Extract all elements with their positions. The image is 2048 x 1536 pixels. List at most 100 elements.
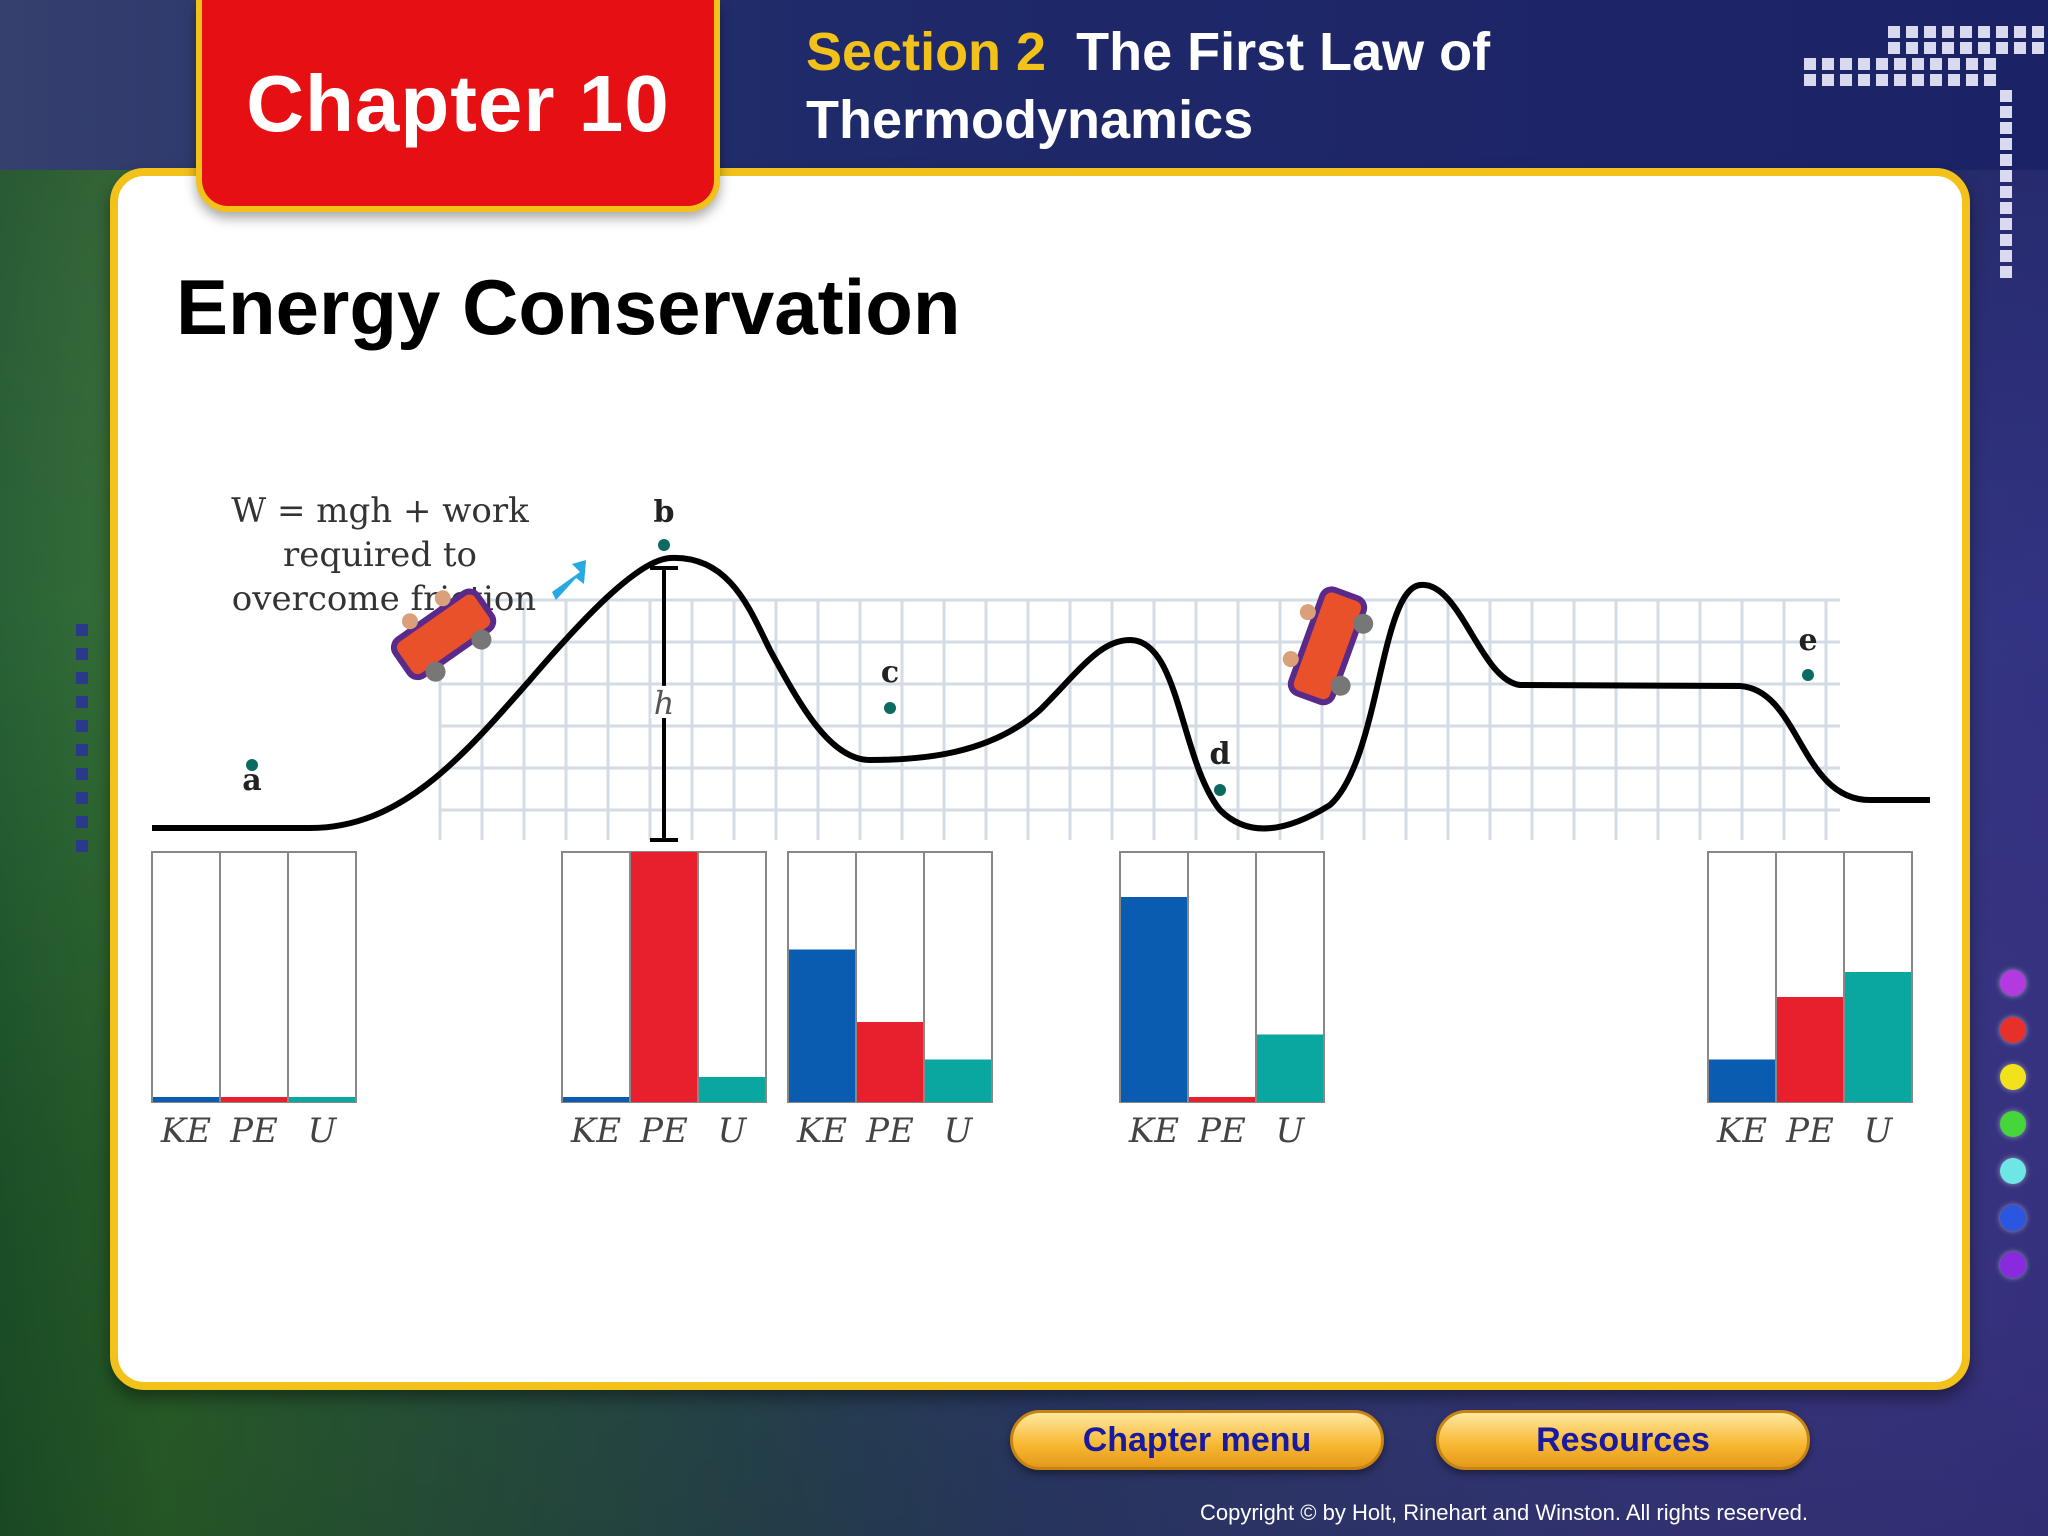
decorative-dot	[1984, 58, 1996, 70]
bar-ke-c	[789, 949, 855, 1102]
decorative-mark	[76, 624, 88, 636]
bar-group-a: KE PE U	[151, 851, 357, 1151]
decorative-dot	[1978, 42, 1990, 54]
section-title-line1: The First Law of	[1076, 22, 1491, 82]
bar-label-ke: KE	[160, 1111, 211, 1151]
decorative-dot	[1894, 58, 1906, 70]
resources-button[interactable]: Resources	[1436, 1410, 1810, 1470]
decorative-mark	[76, 792, 88, 804]
bar-label-pe: PE	[639, 1111, 688, 1151]
bar-u-e	[1845, 972, 1911, 1102]
decorative-mark	[76, 648, 88, 660]
decorative-dot	[1888, 42, 1900, 54]
point-label-e: e	[1798, 623, 1817, 658]
point-dot-c	[884, 702, 896, 714]
bar-u-c	[925, 1059, 991, 1102]
bar-u-d	[1257, 1034, 1323, 1102]
bar-pe-d	[1189, 1097, 1255, 1102]
decorative-dot	[1930, 58, 1942, 70]
bar-label-pe: PE	[1785, 1111, 1834, 1151]
decorative-dot	[2000, 170, 2012, 182]
decorative-dot	[1924, 42, 1936, 54]
decorative-dot	[1942, 26, 1954, 38]
bar-ke-e	[1709, 1059, 1775, 1102]
section-label: Section 2	[806, 22, 1047, 82]
decorative-dot	[2000, 266, 2012, 278]
decorative-mark	[76, 672, 88, 684]
color-dot	[2000, 1158, 2026, 1184]
content-card	[110, 168, 1970, 1390]
point-dot-e	[1802, 669, 1814, 681]
height-marker	[650, 566, 678, 842]
decorative-dot	[1960, 26, 1972, 38]
decorative-dot	[1906, 26, 1918, 38]
bar-group-b: KE PE U	[561, 851, 767, 1151]
decorative-mark	[76, 840, 88, 852]
bar-frame	[287, 851, 357, 1103]
color-dot	[2000, 970, 2026, 996]
bar-frame	[219, 851, 289, 1103]
color-dot	[2000, 1111, 2026, 1137]
bar-frame	[1187, 851, 1257, 1103]
bar-label-ke: KE	[570, 1111, 621, 1151]
decorative-dot	[1966, 74, 1978, 86]
bar-u-b	[699, 1077, 765, 1102]
point-markers: a b c d e	[242, 495, 1817, 798]
decorative-dot	[1858, 74, 1870, 86]
color-dot	[2000, 1064, 2026, 1090]
decorative-dot	[1822, 74, 1834, 86]
decorative-dot	[2000, 138, 2012, 150]
decorative-dot	[2000, 250, 2012, 262]
decorative-dot	[1948, 58, 1960, 70]
decorative-dot	[1804, 58, 1816, 70]
decorative-mark	[76, 720, 88, 732]
decorative-dot	[1948, 74, 1960, 86]
chapter-menu-button[interactable]: Chapter menu	[1010, 1410, 1384, 1470]
decorative-dot	[1984, 74, 1996, 86]
energy-bar-groups: KE PE U KE PE U KE PE U KE PE U KE PE U	[151, 851, 1913, 1151]
section-title-line2: Thermodynamics	[806, 90, 1254, 150]
bar-ke-a	[153, 1097, 219, 1102]
energy-diagram: h W = mgh + work required to overcome fr…	[151, 491, 1930, 1151]
bar-frame	[151, 851, 221, 1103]
bar-pe-c	[857, 1022, 923, 1102]
bar-label-pe: PE	[1197, 1111, 1246, 1151]
work-arrow-icon	[552, 560, 586, 600]
point-dot-b	[658, 539, 670, 551]
decorative-dot	[1804, 74, 1816, 86]
color-dot	[2000, 1205, 2026, 1231]
bar-group-c: KE PE U	[787, 851, 993, 1151]
decorative-dot	[2032, 42, 2044, 54]
decorative-mark	[76, 696, 88, 708]
decorative-dot	[2032, 26, 2044, 38]
decorative-dot	[1966, 58, 1978, 70]
decorative-left-marks	[76, 624, 92, 864]
bar-label-u: U	[1276, 1111, 1306, 1151]
decorative-dot	[1906, 42, 1918, 54]
point-dot-d	[1214, 784, 1226, 796]
bar-group-e: KE PE U	[1707, 851, 1913, 1151]
bar-label-ke: KE	[1128, 1111, 1179, 1151]
copyright-text: Copyright © by Holt, Rinehart and Winsto…	[1200, 1500, 1809, 1525]
decorative-mark	[76, 744, 88, 756]
bar-label-u: U	[1864, 1111, 1894, 1151]
track-grid	[438, 598, 1840, 840]
decorative-dot	[2000, 234, 2012, 246]
decorative-color-dots	[2000, 970, 2030, 1290]
slide-title: Energy Conservation	[176, 263, 961, 351]
decorative-dot	[1996, 26, 2008, 38]
bar-pe-b	[631, 852, 697, 1102]
decorative-dot	[1930, 74, 1942, 86]
coaster-car-icon	[1282, 586, 1374, 706]
bar-frame	[697, 851, 767, 1103]
decorative-dot	[1996, 42, 2008, 54]
point-label-a: a	[242, 763, 261, 798]
decorative-dot	[2000, 186, 2012, 198]
bar-frame	[561, 851, 631, 1103]
decorative-dot	[1822, 58, 1834, 70]
work-annotation-line1: W = mgh + work	[231, 491, 529, 531]
decorative-dot	[2000, 202, 2012, 214]
decorative-dot	[1924, 26, 1936, 38]
point-dot-a	[246, 759, 258, 771]
decorative-dot	[1912, 58, 1924, 70]
